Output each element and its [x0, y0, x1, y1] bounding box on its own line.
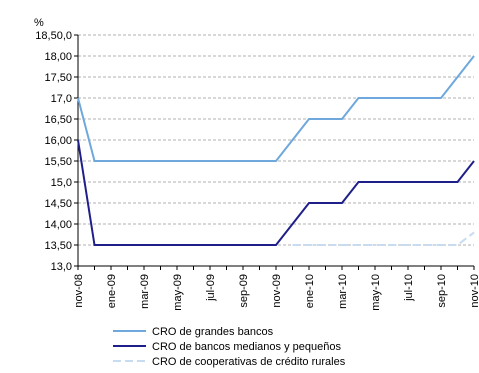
- x-tick-label: sep-10: [436, 274, 448, 308]
- y-tick-label: 14,50: [44, 198, 72, 210]
- x-tick-label: ene-10: [304, 274, 316, 308]
- y-tick-label: 17,0: [51, 93, 72, 105]
- y-tick-label: 15,0: [51, 177, 72, 189]
- x-tick-label: jul-10: [403, 274, 415, 302]
- series-line-1: [77, 55, 475, 162]
- x-tick-label: jul-09: [205, 274, 217, 302]
- y-tick-label: 14,00: [44, 219, 72, 231]
- legend-label-3: CRO de cooperativas de crédito rurales: [152, 356, 346, 368]
- axes: [74, 34, 475, 270]
- x-tick-label: nov-10: [469, 274, 479, 308]
- x-tick-label: may-09: [172, 274, 184, 311]
- y-tick-labels: 13,0 13,50 14,00 14,50 15,0 15,50 16,00 16,50 17…: [35, 30, 72, 273]
- x-tick-labels: nov-08 ene-09 mar-09 may-09 jul-09 sep-09 nov-…: [73, 274, 479, 311]
- x-tick-label: nov-09: [271, 274, 283, 308]
- legend-label-1: CRO de grandes bancos: [152, 326, 274, 338]
- series-line-2: [77, 139, 475, 246]
- y-tick-label: 15,50: [44, 156, 72, 168]
- x-tick-label: mar-10: [337, 274, 349, 309]
- legend: CRO de grandes bancos CRO de bancos media…: [113, 326, 346, 368]
- y-tick-label: 18,50,0: [35, 30, 72, 42]
- x-tick-label: mar-09: [139, 274, 151, 309]
- x-tick-label: ene-09: [106, 274, 118, 308]
- y-tick-label: 16,50: [44, 114, 72, 126]
- x-tick-label: may-10: [370, 274, 382, 311]
- y-tick-label: 18,00: [44, 51, 72, 63]
- gridlines: [78, 34, 474, 246]
- y-tick-label: 17,50: [44, 72, 72, 84]
- x-tick-label: sep-09: [238, 274, 250, 308]
- series-line-3: [292, 231, 475, 246]
- x-tick-label: nov-08: [73, 274, 85, 308]
- series-lines: [77, 55, 475, 246]
- legend-label-2: CRO de bancos medianos y pequeños: [152, 341, 341, 353]
- y-axis-label: %: [34, 17, 44, 29]
- y-tick-label: 13,0: [51, 261, 72, 273]
- y-tick-label: 16,00: [44, 135, 72, 147]
- y-tick-label: 13,50: [44, 240, 72, 252]
